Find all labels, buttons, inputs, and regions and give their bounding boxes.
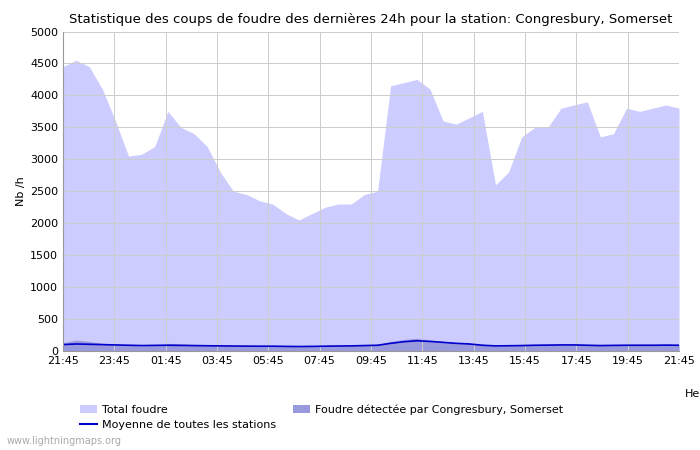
- Text: www.lightningmaps.org: www.lightningmaps.org: [7, 436, 122, 446]
- Title: Statistique des coups de foudre des dernières 24h pour la station: Congresbury, : Statistique des coups de foudre des dern…: [69, 13, 673, 26]
- Legend: Total foudre, Moyenne de toutes les stations, Foudre détectée par Congresbury, S: Total foudre, Moyenne de toutes les stat…: [76, 400, 568, 435]
- Y-axis label: Nb /h: Nb /h: [16, 176, 26, 206]
- Text: Heure: Heure: [685, 389, 700, 399]
